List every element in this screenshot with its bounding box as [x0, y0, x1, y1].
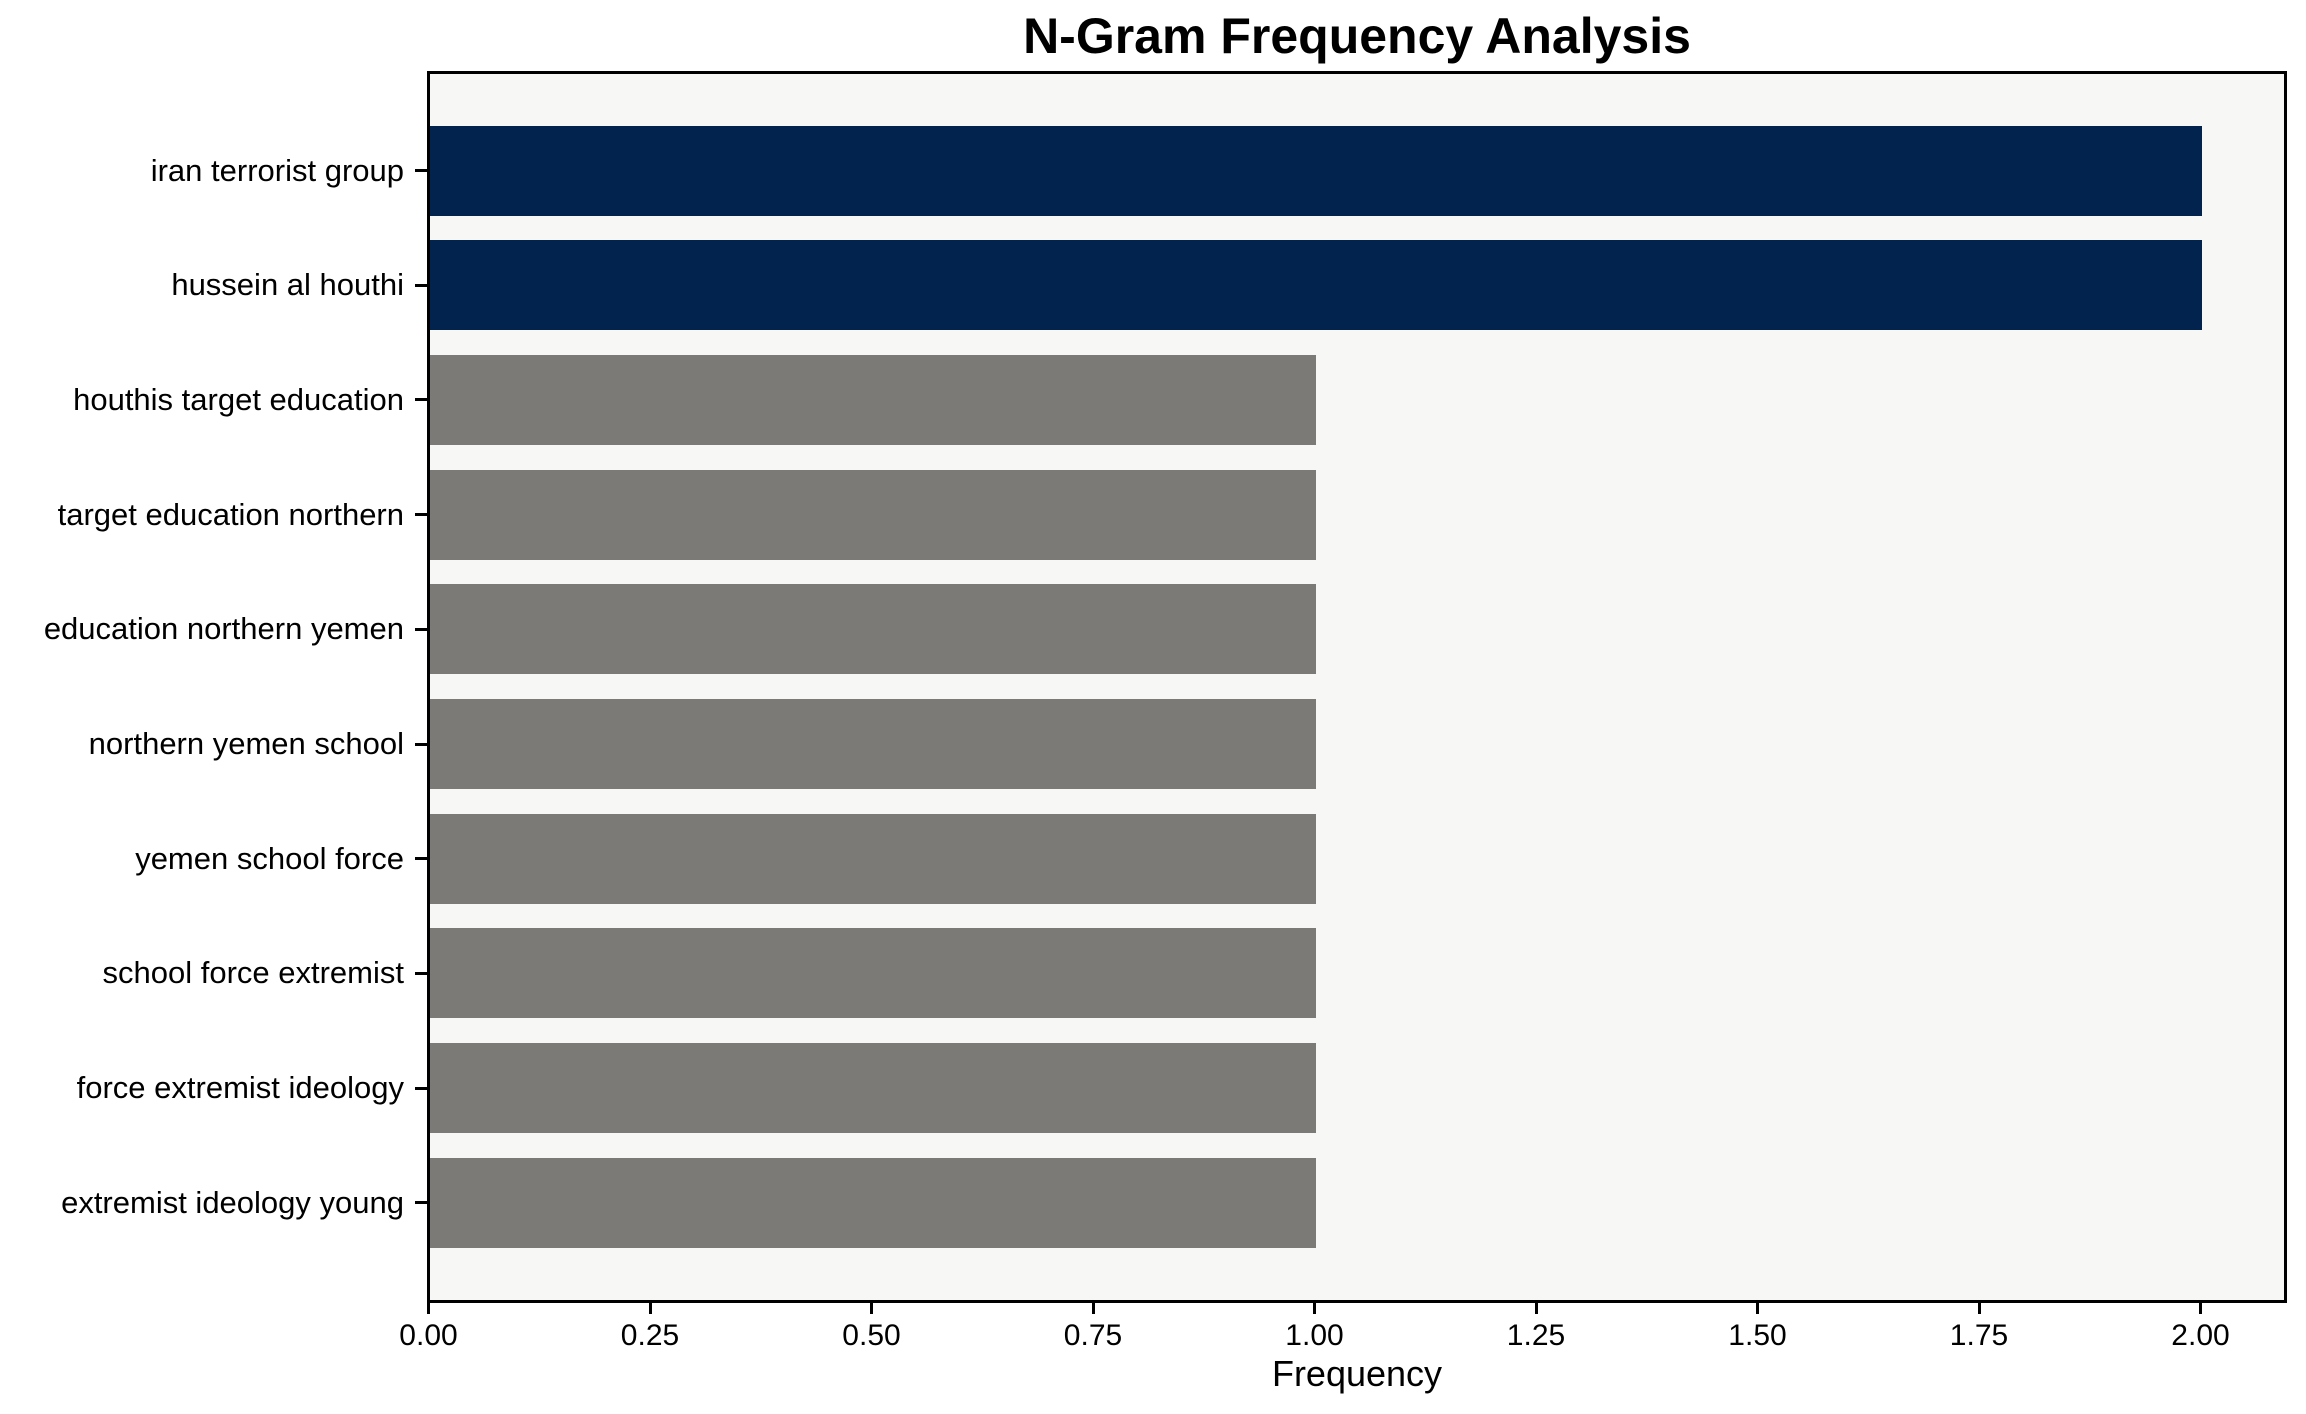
- y-axis-labels: iran terrorist group hussein al houthi hou…: [0, 71, 404, 1303]
- x-tick-label: 1.00: [1285, 1319, 1344, 1352]
- x-tick-label: 1.75: [1949, 1319, 2009, 1352]
- bar: [430, 354, 1316, 445]
- y-tick-mark: [415, 857, 427, 861]
- x-tick-mark: [1534, 1303, 1538, 1314]
- x-tick-label: 2.00: [2171, 1319, 2230, 1352]
- bar: [430, 699, 1316, 789]
- bar: [430, 1043, 1316, 1134]
- bar: [430, 1157, 1316, 1248]
- plot-area: [427, 71, 2287, 1303]
- y-tick-label: school force extremist: [102, 955, 405, 991]
- x-tick-mark: [1313, 1303, 1316, 1314]
- x-tick-mark: [427, 1303, 430, 1314]
- x-axis-title: Frequency: [1271, 1353, 1443, 1394]
- y-tick-mark: [415, 627, 427, 631]
- y-tick-label: yemen school force: [135, 840, 404, 876]
- x-tick-mark: [2199, 1303, 2202, 1314]
- x-tick-label: 0.00: [399, 1319, 458, 1352]
- y-tick-mark: [415, 742, 427, 746]
- y-tick-label: northern yemen school: [88, 726, 404, 761]
- y-tick-label: extremist ideology young: [61, 1184, 404, 1220]
- y-tick-mark: [415, 1086, 427, 1090]
- y-tick-label: iran terrorist group: [150, 152, 404, 188]
- y-tick-label: hussein al houthi: [171, 267, 404, 303]
- bar: [430, 125, 2202, 216]
- y-tick-mark: [415, 971, 427, 975]
- x-tick-label: 0.75: [1063, 1319, 1123, 1352]
- y-tick-label: houthis target education: [73, 381, 404, 417]
- x-tick-label: 0.25: [620, 1319, 680, 1352]
- bar: [430, 469, 1316, 560]
- bar: [430, 813, 1316, 904]
- x-tick-mark: [870, 1303, 873, 1314]
- x-tick-label: 1.50: [1728, 1319, 1787, 1352]
- y-tick-mark: [415, 169, 427, 172]
- x-tick-label: 1.25: [1506, 1319, 1566, 1352]
- y-tick-mark: [415, 283, 427, 287]
- x-tick-label: 0.50: [842, 1319, 901, 1352]
- x-tick-mark: [648, 1303, 652, 1314]
- bar: [430, 928, 1316, 1019]
- bar: [430, 240, 2202, 331]
- y-tick-label: education northern yemen: [43, 611, 404, 647]
- x-tick-mark: [1756, 1303, 1759, 1314]
- x-tick-mark: [1977, 1303, 1981, 1314]
- chart-title: N-Gram Frequency Analysis: [1023, 8, 1691, 64]
- bar: [430, 584, 1316, 675]
- y-tick-label: target education northern: [57, 496, 404, 532]
- y-tick-mark: [415, 1201, 427, 1205]
- y-tick-mark: [415, 513, 427, 517]
- x-tick-mark: [1091, 1303, 1095, 1314]
- y-tick-label: force extremist ideology: [76, 1070, 404, 1106]
- y-tick-mark: [415, 398, 427, 402]
